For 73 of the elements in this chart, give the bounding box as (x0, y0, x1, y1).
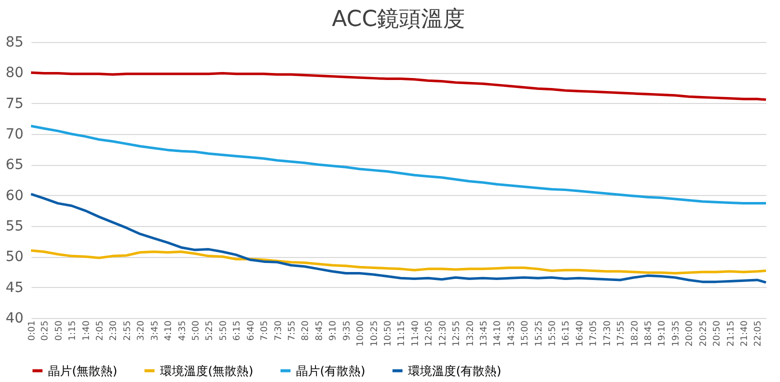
x-tick-label: 16:40 (575, 320, 586, 346)
x-tick-label: 3:45 (150, 320, 160, 341)
x-tick-label: 8:20 (301, 320, 312, 341)
x-tick-label: 9:10 (328, 320, 339, 341)
x-tick-label: 2:55 (122, 320, 133, 341)
x-tick-label: 21:15 (726, 320, 736, 346)
legend-label: 環境溫度(有散熱) (408, 364, 502, 378)
x-tick-label: 20:25 (698, 320, 709, 346)
x-tick-label: 4:35 (178, 320, 188, 341)
y-tick-label: 80 (6, 65, 24, 82)
x-tick-label: 10:50 (383, 320, 394, 346)
y-tick-label: 85 (6, 34, 24, 50)
x-tick-label: 21:40 (740, 320, 750, 346)
x-tick-label: 2:30 (109, 320, 120, 341)
x-tick-label: 22:05 (754, 320, 764, 346)
x-tick-label: 2:05 (96, 320, 106, 341)
x-tick-label: 12:30 (438, 320, 448, 346)
x-tick-label: 9:35 (342, 320, 352, 341)
x-tick-label: 1:15 (68, 320, 78, 341)
y-tick-label: 60 (6, 188, 24, 204)
legend-label: 環境溫度(無散熱) (160, 364, 254, 378)
x-tick-label: 6:15 (232, 320, 243, 341)
x-tick-label: 15:25 (534, 320, 544, 346)
x-tick-label: 20:50 (712, 320, 723, 346)
x-tick-label: 5:00 (192, 320, 202, 341)
x-tick-label: 17:05 (589, 320, 600, 346)
x-tick-label: 14:10 (493, 320, 504, 346)
x-tick-label: 14:35 (506, 320, 517, 346)
x-tick-label: 18:20 (630, 320, 640, 346)
x-tick-label: 16:15 (562, 320, 572, 346)
x-tick-label: 8:45 (314, 320, 325, 341)
x-tick-label: 0:25 (40, 320, 51, 341)
x-tick-label: 5:25 (205, 320, 216, 341)
line-series (30, 71, 768, 101)
x-tick-label: 10:25 (370, 320, 380, 346)
x-tick-label: 11:15 (397, 320, 408, 346)
x-tick-label: 6:40 (246, 320, 256, 341)
y-tick-label: 40 (6, 310, 24, 326)
chart-title: ACC鏡頭溫度 (332, 7, 466, 32)
x-tick-label: 15:00 (520, 320, 531, 346)
y-tick-label: 65 (6, 157, 24, 174)
x-tick-label: 17:30 (602, 320, 613, 346)
x-tick-label: 19:10 (658, 320, 668, 346)
legend-label: 晶片(無散熱) (48, 364, 118, 378)
x-tick-label: 20:00 (685, 320, 696, 346)
line-series (30, 249, 768, 274)
x-tick-label: 12:55 (452, 320, 462, 346)
y-tick-label: 45 (6, 280, 24, 296)
x-tick-label: 17:55 (616, 320, 627, 346)
x-tick-label: 7:30 (274, 320, 284, 341)
y-tick-label: 55 (6, 218, 24, 234)
x-tick-label: 7:55 (287, 320, 298, 341)
x-tick-label: 19:35 (671, 320, 682, 346)
x-tick-label: 5:50 (218, 320, 229, 341)
x-tick-label: 0:01 (28, 320, 38, 341)
x-tick-label: 13:45 (479, 320, 490, 346)
x-tick-label: 12:05 (424, 320, 435, 346)
line-series (30, 124, 768, 205)
x-tick-label: 7:05 (260, 320, 270, 341)
y-tick-label: 50 (6, 249, 24, 266)
x-tick-label: 3:20 (136, 320, 147, 341)
x-tick-label: 18:45 (644, 320, 654, 346)
line-series (30, 192, 768, 284)
x-tick-label: 10:00 (356, 320, 366, 346)
y-tick-label: 70 (6, 126, 24, 142)
y-tick-label: 75 (6, 96, 24, 112)
x-tick-label: 1:40 (82, 320, 92, 341)
x-tick-label: 13:20 (466, 320, 476, 346)
x-tick-label: 11:40 (410, 320, 421, 346)
x-tick-label: 15:50 (548, 320, 558, 346)
x-tick-label: 4:10 (164, 320, 174, 341)
legend-label: 晶片(有散熱) (296, 364, 366, 378)
x-tick-label: 0:50 (54, 320, 64, 341)
